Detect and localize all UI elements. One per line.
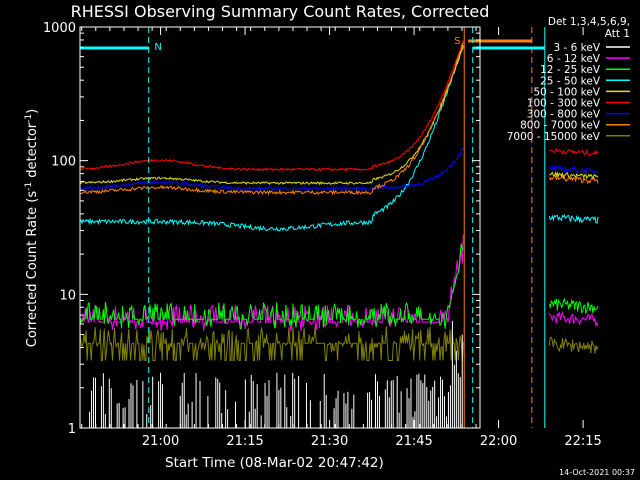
x-tick-label: 21:00 (142, 434, 179, 449)
series-line-late (548, 311, 599, 328)
attenuator-note: Att 1 (605, 28, 630, 40)
series-line-late (548, 214, 599, 224)
x-axis-label: Start Time (08-Mar-02 20:47:42) (165, 455, 384, 471)
x-tick-label: 21:30 (311, 434, 348, 449)
legend-entry-label: 800 - 7000 keV (520, 120, 601, 132)
series-line-late (548, 173, 599, 185)
y-tick-label: 10 (59, 288, 76, 303)
detector-note: Det 1,3,4,5,6,9, (548, 16, 630, 28)
legend-entry-label: 300 - 800 keV (527, 109, 601, 121)
series-line (79, 42, 464, 196)
plot-frame (79, 26, 481, 429)
legend-entry-label: 12 - 25 keV (540, 64, 601, 76)
series-line-late (548, 336, 599, 354)
series-line (79, 325, 464, 361)
footer-timestamp: 14-Oct-2021 00:37 (559, 468, 635, 477)
x-tick-label: 22:15 (564, 434, 601, 449)
series-line (79, 243, 464, 330)
x-tick-label: 22:00 (480, 434, 517, 449)
legend-entry-label: 100 - 300 keV (527, 98, 601, 110)
plot-axes: 1 10 100 1000 21:00 21:15 21:30 21:45 22:00 22:15 (43, 21, 602, 449)
series-line (79, 147, 464, 192)
flag-label-s: S (454, 36, 460, 47)
flag-label-n: N (154, 42, 161, 53)
legend-entry-label: 7000 - 15000 keV (507, 131, 601, 143)
chart-title: RHESSI Observing Summary Count Rates, Co… (71, 2, 490, 21)
x-tick-label: 21:15 (226, 434, 263, 449)
plot-series-group: NS (79, 27, 599, 428)
y-tick-label: 1000 (43, 21, 76, 36)
y-axis-label: Corrected Count Rate (s-1 detector-1) (24, 109, 40, 347)
legend-entry-label: 25 - 50 keV (540, 75, 601, 87)
y-tick-label: 100 (51, 155, 76, 170)
series-line-late (549, 147, 599, 156)
series-line (79, 44, 464, 232)
series-line-late (549, 171, 599, 181)
legend-entry-label: 6 - 12 keV (547, 53, 601, 65)
series-line (79, 46, 464, 186)
series-line-late (548, 165, 599, 175)
legend-entry-label: 3 - 6 keV (553, 42, 600, 54)
legend-entry-label: 50 - 100 keV (533, 86, 600, 98)
series-line-late (548, 297, 599, 315)
x-tick-label: 21:45 (395, 434, 432, 449)
series-line (79, 40, 464, 172)
y-tick-label: 1 (68, 422, 76, 437)
